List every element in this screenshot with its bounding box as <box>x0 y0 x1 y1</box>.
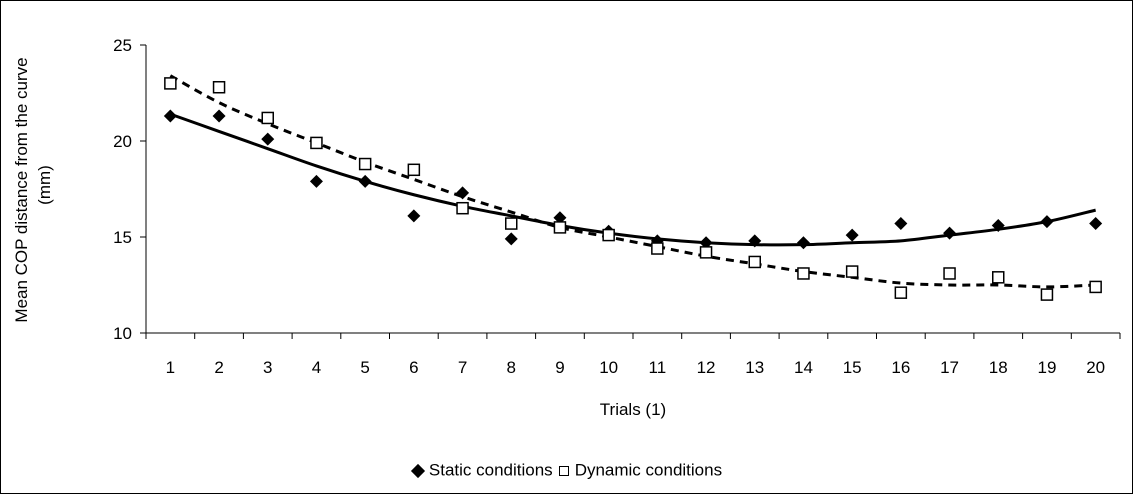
data-points <box>163 77 1103 301</box>
y-tick-label: 15 <box>113 228 132 247</box>
x-tick-label: 13 <box>745 358 764 377</box>
dynamic-point <box>845 265 859 278</box>
dynamic-point <box>358 157 372 171</box>
y-tick-label: 10 <box>113 324 132 343</box>
static-point <box>943 226 957 240</box>
dynamic-point <box>456 201 469 215</box>
x-tick-label: 6 <box>409 358 418 377</box>
legend-static-label: Static conditions <box>428 460 553 480</box>
static-point <box>212 109 226 123</box>
x-tick-label: 17 <box>940 358 959 377</box>
static-point <box>1040 215 1054 229</box>
static-point <box>796 236 810 250</box>
dynamic-point <box>651 242 664 255</box>
static-point <box>748 234 762 248</box>
dynamic-point <box>943 267 956 280</box>
legend-dynamic-label: Dynamic conditions <box>574 460 723 480</box>
static-point <box>504 232 518 246</box>
y-axis-title-line2: (mm) <box>35 165 54 205</box>
dynamic-point <box>212 80 226 94</box>
x-tick-label: 3 <box>263 358 272 377</box>
dynamic-point <box>261 111 274 125</box>
dynamic-point <box>407 163 421 177</box>
static-point <box>456 186 470 200</box>
dynamic-point <box>164 77 177 90</box>
x-tick-label: 18 <box>989 358 1008 377</box>
dynamic-point <box>992 271 1005 284</box>
x-tick-label: 16 <box>891 358 910 377</box>
static-point <box>358 174 372 188</box>
static-point <box>991 218 1005 232</box>
x-tick-label: 1 <box>166 358 175 377</box>
dynamic-point <box>797 267 810 280</box>
static-point <box>407 209 421 223</box>
dynamic-point <box>748 255 761 269</box>
static-point <box>845 228 859 242</box>
x-axis-title: Trials (1) <box>600 400 666 419</box>
trend-line-series-2 <box>169 74 1096 289</box>
x-tick-label: 14 <box>794 358 813 377</box>
static-point <box>309 174 323 188</box>
x-tick-label: 4 <box>312 358 321 377</box>
dynamic-point <box>1040 288 1054 301</box>
x-tick-label: 15 <box>843 358 862 377</box>
x-tick-label: 11 <box>649 358 667 377</box>
legend: Static conditions Dynamic conditions <box>0 460 1133 481</box>
x-tick-label: 2 <box>214 358 223 377</box>
x-tick-label: 5 <box>360 358 369 377</box>
x-tick-label: 9 <box>555 358 564 377</box>
x-tick-label: 8 <box>507 358 516 377</box>
dynamic-point <box>1089 280 1102 294</box>
dynamic-point <box>310 136 323 150</box>
x-tick-label: 7 <box>458 358 467 377</box>
x-tick-label: 10 <box>599 358 618 377</box>
static-point <box>699 236 713 250</box>
x-tick-label: 19 <box>1037 358 1056 377</box>
x-tick-label: 12 <box>697 358 716 377</box>
axes <box>140 44 1121 339</box>
dynamic-point <box>894 286 908 299</box>
dynamic-point <box>553 221 567 234</box>
legend-diamond-icon <box>410 463 425 478</box>
y-tick-label: 25 <box>113 36 132 55</box>
static-point <box>894 217 908 231</box>
static-point <box>163 109 177 123</box>
y-tick-label: 20 <box>113 132 132 151</box>
y-axis-title-line1: Mean COP distance from the curve <box>12 57 31 322</box>
trend-line-series-1 <box>169 112 1096 247</box>
static-point <box>261 132 275 146</box>
dynamic-point <box>602 228 615 242</box>
trend-lines <box>169 74 1096 289</box>
static-point <box>1089 217 1103 231</box>
dynamic-point <box>505 217 518 230</box>
x-tick-label: 20 <box>1086 358 1105 377</box>
static-point <box>553 211 567 225</box>
dynamic-point <box>699 246 713 259</box>
legend-square-icon <box>558 465 569 476</box>
